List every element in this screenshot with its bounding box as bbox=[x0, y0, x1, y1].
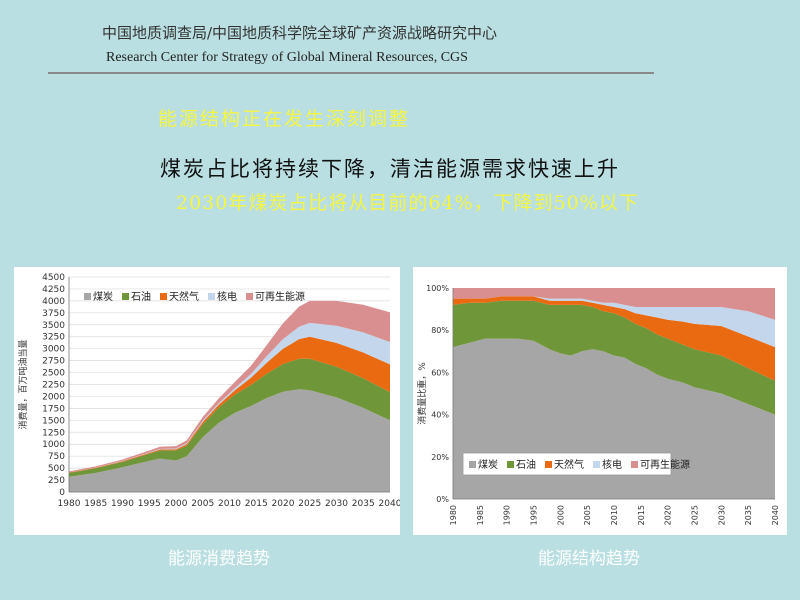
y-tick-label: 4500 bbox=[42, 273, 65, 283]
y-tick-label: 0% bbox=[436, 495, 449, 504]
area-series-coal bbox=[69, 389, 390, 492]
structure-chart-panel: 0% 20% 40% 60% 80% 100% 1980 1985 1990 1995 2000 20… bbox=[413, 267, 787, 535]
y-tick-label: 2250 bbox=[42, 381, 65, 391]
legend-swatch-renewable bbox=[246, 293, 253, 300]
y-tick-label: 2750 bbox=[42, 357, 65, 367]
y-tick-label: 4250 bbox=[42, 285, 65, 295]
x-tick-label: 2010 bbox=[218, 499, 241, 509]
x-tick-label: 2010 bbox=[610, 505, 619, 525]
area-series-nuclear bbox=[453, 296, 775, 348]
x-tick-label: 1995 bbox=[530, 505, 539, 525]
x-tick-label: 1995 bbox=[138, 499, 161, 509]
x-tick-label: 2030 bbox=[325, 499, 348, 509]
x-tick-label: 2040 bbox=[771, 505, 780, 525]
consumption-trend-chart: 0250500750100012501500175020002250250027… bbox=[17, 273, 402, 509]
x-tick-label: 2005 bbox=[191, 499, 214, 509]
y-tick-label: 3750 bbox=[42, 309, 65, 319]
organization-name-cn: 中国地质调查局/中国地质科学院全球矿产资源战略研究中心 bbox=[102, 24, 498, 42]
legend-swatch-gas bbox=[160, 293, 167, 300]
legend-entry-nuclear: 核电 bbox=[602, 458, 622, 471]
x-tick-label: 2040 bbox=[379, 499, 400, 509]
y-tick-label: 1500 bbox=[42, 416, 65, 426]
legend-swatch-nuclear bbox=[593, 461, 600, 468]
x-tick-label: 2000 bbox=[165, 499, 188, 509]
legend-swatch-gas bbox=[545, 461, 552, 468]
area-series-renewable bbox=[69, 300, 390, 473]
x-tick-label: 2030 bbox=[717, 505, 726, 525]
area-series-oil bbox=[453, 300, 775, 415]
y-tick-label: 250 bbox=[48, 476, 65, 486]
consumption-chart-panel: 0 250 500 750 1000 1250 1500 1750 2000 2250 2500 27… bbox=[14, 267, 402, 535]
x-tick-label: 1985 bbox=[476, 505, 485, 525]
slide-headline: 能源结构正在发生深刻调整 bbox=[158, 108, 411, 130]
legend-entry-gas: 天然气 bbox=[554, 458, 584, 471]
legend-entry-oil: 石油 bbox=[516, 458, 536, 471]
x-tick-label: 1980 bbox=[58, 499, 81, 509]
x-tick-label: 1990 bbox=[111, 499, 134, 509]
x-tick-label: 2015 bbox=[637, 505, 646, 525]
x-tick-label: 2035 bbox=[352, 499, 375, 509]
y-axis-label: 消费量比重，% bbox=[416, 362, 428, 425]
x-tick-label: 2005 bbox=[583, 505, 592, 525]
legend-box bbox=[462, 452, 672, 476]
area-series-gas bbox=[453, 296, 775, 381]
legend-entry-oil: 石油 bbox=[131, 290, 151, 303]
y-axis-label: 消费量，百万吨油当量 bbox=[17, 339, 29, 429]
legend-entry-renewable: 可再生能源 bbox=[640, 458, 690, 471]
area-series-nuclear bbox=[69, 322, 390, 473]
y-tick-label: 0 bbox=[59, 488, 65, 498]
header-divider bbox=[48, 72, 654, 74]
y-tick-label: 2500 bbox=[42, 369, 65, 379]
y-tick-label: 1000 bbox=[42, 440, 65, 450]
legend-swatch-renewable bbox=[631, 461, 638, 468]
y-tick-label: 3000 bbox=[42, 345, 65, 355]
y-tick-label: 3250 bbox=[42, 333, 65, 343]
legend-swatch-coal bbox=[469, 461, 476, 468]
legend-entry-renewable: 可再生能源 bbox=[255, 290, 305, 303]
legend-swatch-nuclear bbox=[208, 293, 215, 300]
y-tick-label: 100% bbox=[426, 284, 449, 293]
chart-legend: 煤炭 石油 天然气 核电 可再生能源 bbox=[84, 290, 305, 303]
y-tick-label: 1750 bbox=[42, 404, 65, 414]
x-tick-label: 1985 bbox=[84, 499, 107, 509]
y-tick-label: 40% bbox=[431, 411, 449, 420]
x-tick-label: 2000 bbox=[556, 505, 565, 525]
y-tick-label: 80% bbox=[431, 326, 449, 335]
x-tick-label: 2025 bbox=[298, 499, 321, 509]
x-tick-label: 2025 bbox=[691, 505, 700, 525]
area-series-renewable bbox=[453, 288, 775, 320]
y-tick-label: 60% bbox=[431, 368, 449, 377]
x-tick-label: 2020 bbox=[664, 505, 673, 525]
x-tick-label: 2015 bbox=[245, 499, 268, 509]
legend-swatch-coal bbox=[84, 293, 91, 300]
structure-chart-caption: 能源结构趋势 bbox=[538, 549, 640, 569]
x-tick-label: 2020 bbox=[272, 499, 295, 509]
legend-swatch-oil bbox=[507, 461, 514, 468]
slide-statement: 煤炭占比将持续下降，清洁能源需求快速上升 bbox=[160, 157, 620, 181]
consumption-chart-caption: 能源消费趋势 bbox=[168, 549, 270, 569]
chart-legend: 煤炭 石油 天然气 核电 可再生能源 bbox=[462, 452, 690, 476]
legend-entry-nuclear: 核电 bbox=[217, 290, 237, 303]
structure-trend-chart: 0% 20% 40% 60% 80% 100% 1980 1985 1990 1995 2000 20… bbox=[416, 284, 780, 525]
legend-entry-coal: 煤炭 bbox=[478, 458, 498, 471]
area-series-oil bbox=[69, 358, 390, 477]
y-tick-label: 3500 bbox=[42, 321, 65, 331]
y-tick-label: 20% bbox=[431, 453, 449, 462]
legend-entry-gas: 天然气 bbox=[169, 290, 199, 303]
organization-name-en: Research Center for Strategy of Global M… bbox=[106, 50, 468, 65]
x-tick-label: 2035 bbox=[744, 505, 753, 525]
x-tick-label: 1990 bbox=[503, 505, 512, 525]
y-tick-label: 750 bbox=[48, 452, 65, 462]
y-tick-label: 1250 bbox=[42, 428, 65, 438]
legend-entry-coal: 煤炭 bbox=[93, 290, 113, 303]
y-tick-label: 500 bbox=[48, 464, 65, 474]
legend-swatch-oil bbox=[122, 293, 129, 300]
slide-detail: 2030年煤炭占比将从目前的64%，下降到50%以下 bbox=[176, 192, 639, 214]
y-tick-label: 2000 bbox=[42, 392, 65, 402]
x-tick-label: 1980 bbox=[449, 505, 458, 525]
y-tick-label: 4000 bbox=[42, 297, 65, 307]
